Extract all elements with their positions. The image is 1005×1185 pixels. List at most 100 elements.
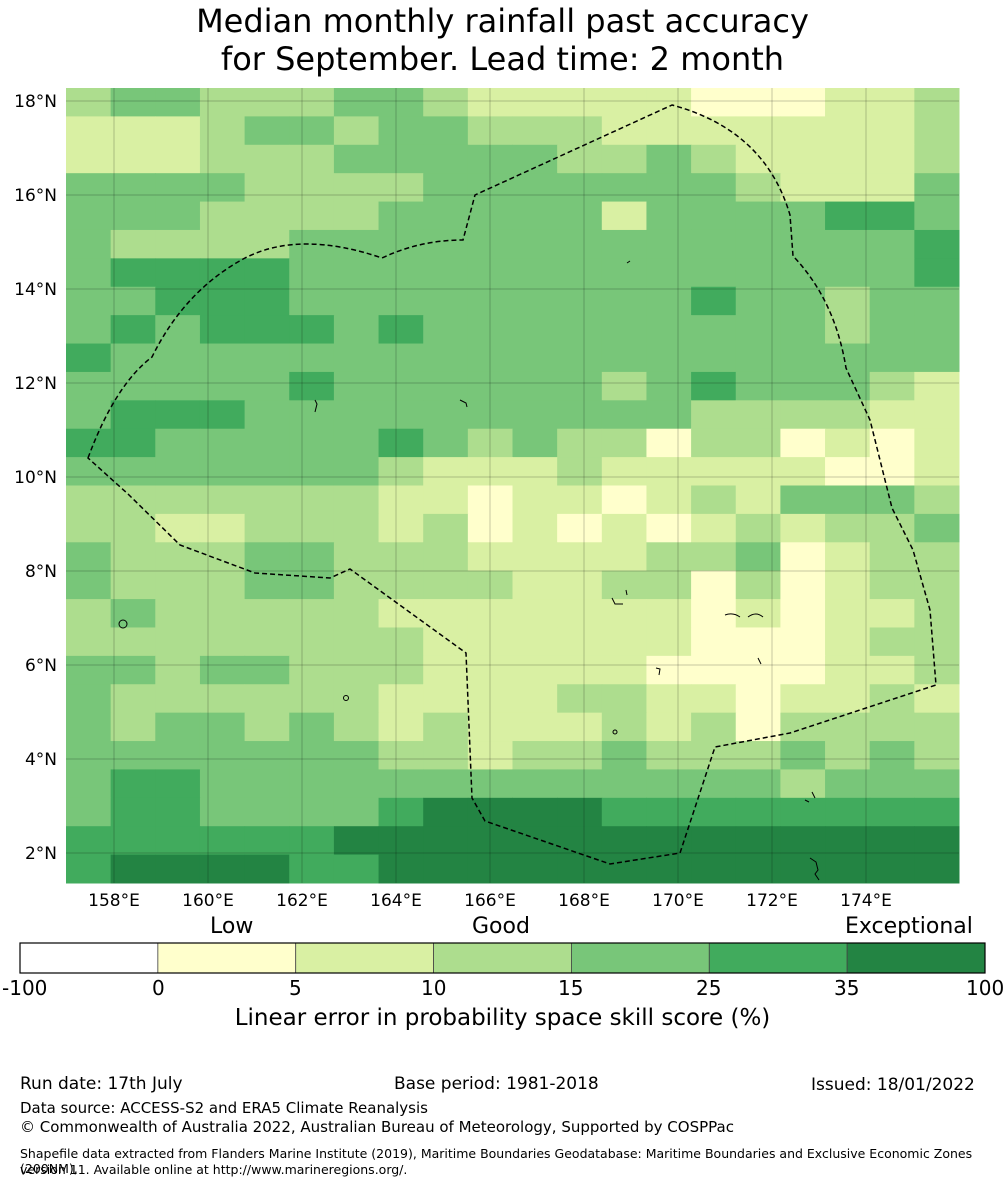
grid-cell [512, 741, 558, 770]
grid-cell [110, 769, 156, 799]
grid-cell [333, 229, 380, 259]
grid-cell [333, 457, 380, 486]
colorbar-segment [433, 942, 572, 974]
grid-cell [423, 655, 469, 685]
base-period: Base period: 1981-2018 [394, 1074, 599, 1094]
island-shape [809, 857, 820, 881]
grid-cell [914, 343, 960, 373]
grid-cell [869, 826, 915, 856]
grid-cell [333, 797, 380, 827]
grid-cell [333, 173, 380, 203]
grid-cell [601, 485, 647, 515]
grid-cell [155, 315, 201, 345]
grid-cell [735, 542, 781, 572]
grid-cell [199, 712, 246, 742]
grid-cell [66, 826, 112, 856]
lon-tick-label: 174°E [840, 891, 892, 911]
copyright-notice: © Commonwealth of Australia 2022, Austra… [20, 1118, 734, 1136]
grid-cell [825, 599, 871, 628]
grid-cell [691, 229, 737, 259]
grid-cell [691, 343, 737, 373]
colorbar-frame [19, 942, 986, 974]
grid-cell [780, 400, 826, 430]
grid-cell [601, 286, 647, 316]
grid-cell [467, 655, 513, 685]
grid-cell [646, 570, 692, 600]
grid-cell [646, 485, 692, 515]
grid-cell [423, 286, 469, 316]
grid-cell [66, 343, 112, 373]
grid-cell [512, 457, 558, 486]
grid-cell [646, 343, 692, 373]
grid-cell [646, 400, 692, 430]
grid-cell [467, 258, 513, 288]
grid-cell [735, 712, 781, 742]
grid-cell [735, 485, 781, 515]
grid-cell [601, 684, 647, 714]
grid-cell [423, 712, 469, 742]
grid-cell [244, 258, 290, 288]
grid-cell [155, 570, 201, 600]
lat-tick-label: 18°N [14, 92, 57, 112]
grid-cell [646, 457, 692, 486]
grid-cell [869, 371, 915, 401]
grid-cell [512, 599, 558, 628]
grid-cell [467, 116, 513, 146]
grid-cell [199, 201, 246, 231]
grid-cell [691, 315, 737, 345]
grid-cell [914, 769, 960, 799]
grid-cell [691, 485, 737, 515]
grid-cell [646, 826, 692, 856]
grid-cell [244, 570, 290, 600]
grid-cell [110, 599, 156, 628]
grid-cell [289, 854, 335, 884]
grid-cell [691, 428, 737, 458]
grid-cell [557, 343, 603, 373]
grid-cell [780, 315, 826, 345]
grid-cell [423, 343, 469, 373]
grid-cell [825, 173, 871, 203]
grid-cell [467, 854, 513, 884]
grid-cell [378, 371, 424, 401]
colorbar-segment [708, 942, 848, 974]
grid-cell [155, 485, 201, 515]
grid-cell [914, 513, 960, 543]
grid-cell [155, 599, 201, 628]
grid-cell [333, 826, 380, 856]
grid-cell [646, 769, 692, 799]
grid-cell [199, 286, 246, 316]
grid-cell [155, 371, 201, 401]
grid-cell [423, 797, 469, 827]
grid-cell [735, 599, 781, 628]
grid-cell [244, 797, 290, 827]
grid-cell [646, 542, 692, 572]
grid-cell [378, 286, 424, 316]
grid-cell [110, 371, 156, 401]
grid-cell [333, 428, 380, 458]
grid-cell [557, 627, 603, 657]
grid-cell [66, 712, 112, 742]
grid-cell [825, 655, 871, 685]
colorbar-segment [846, 942, 986, 974]
grid-cell [557, 144, 603, 174]
grid-cell [869, 258, 915, 288]
grid-cell [244, 144, 290, 174]
grid-cell [914, 741, 960, 770]
grid-cell [601, 570, 647, 600]
grid-cell [467, 570, 513, 600]
grid-cell [66, 741, 112, 770]
grid-cell [155, 684, 201, 714]
lon-tick-label: 172°E [746, 891, 798, 911]
grid-cell [914, 655, 960, 685]
grid-cell [691, 513, 737, 543]
grid-cell [780, 712, 826, 742]
grid-cell [155, 542, 201, 572]
grid-cell [691, 797, 737, 827]
grid-cell [66, 315, 112, 345]
grid-cell [512, 485, 558, 515]
grid-cell [244, 741, 290, 770]
grid-cell [646, 201, 692, 231]
grid-cell [333, 116, 380, 146]
grid-cell [333, 513, 380, 543]
grid-cell [199, 144, 246, 174]
